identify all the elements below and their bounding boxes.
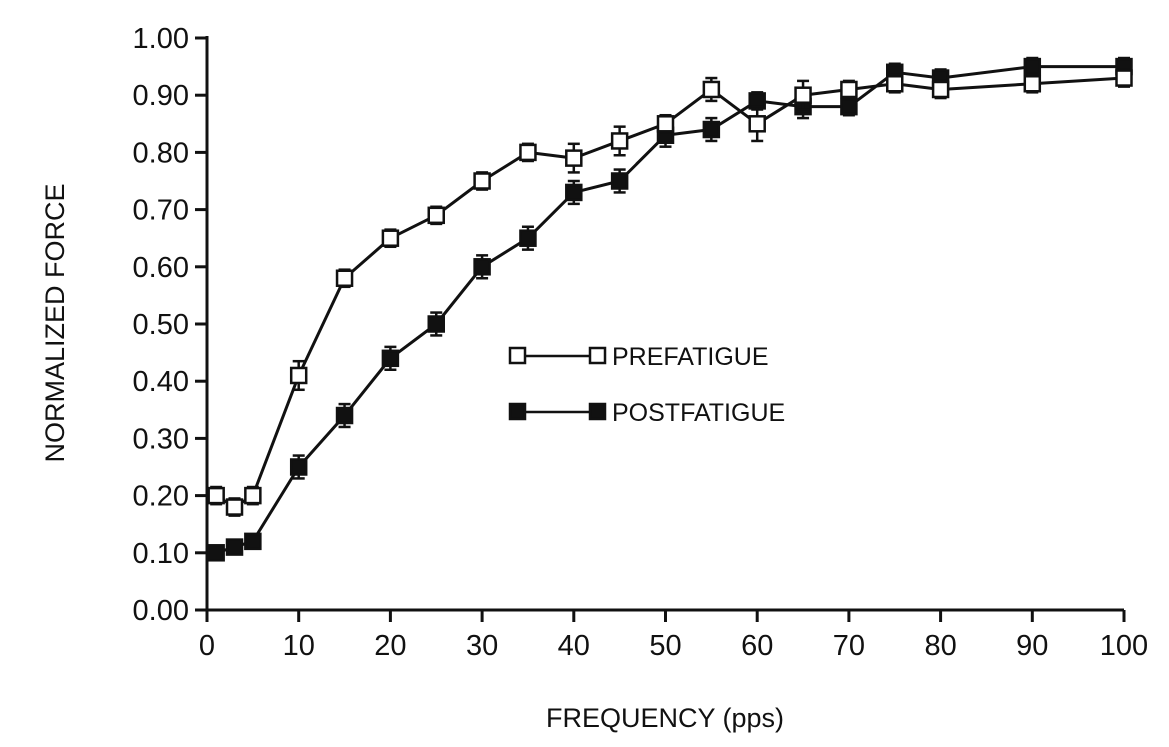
legend: PREFATIGUE POSTFATIGUE — [508, 343, 785, 427]
open-square-marker — [335, 269, 354, 287]
open-square-marker — [702, 80, 721, 99]
x-tick-label: 10 — [283, 630, 315, 662]
open-square-marker — [225, 498, 244, 516]
filled-square-marker — [244, 532, 262, 551]
filled-square-marker — [207, 544, 225, 562]
open-square-marker — [519, 143, 537, 162]
filled-square-marker — [840, 97, 858, 116]
open-square-marker — [289, 366, 308, 385]
y-tick-label: 0.40 — [133, 366, 189, 398]
legend-marker — [588, 402, 607, 421]
open-square-marker — [381, 229, 400, 247]
y-tick-label: 0.60 — [133, 252, 189, 284]
legend-marker — [588, 346, 607, 365]
y-tick-label: 0.10 — [133, 538, 189, 570]
x-tick-label: 50 — [649, 630, 681, 662]
x-tick-label: 30 — [466, 630, 498, 662]
open-square-marker — [1023, 75, 1042, 93]
filled-square-marker — [381, 349, 400, 368]
axes: 0.00 0.10 0.20 0.30 0.40 0.50 0.60 0.70 0.80 0.90… — [133, 23, 1149, 662]
open-square-marker — [794, 86, 812, 104]
y-tick-label: 1.00 — [133, 23, 189, 55]
filled-square-marker — [289, 458, 308, 476]
y-tick-label: 0.70 — [133, 195, 189, 227]
y-axis-title: NORMALIZED FORCE — [40, 183, 70, 462]
filled-square-marker — [610, 172, 629, 190]
open-square-marker — [886, 75, 904, 93]
y-tick-label: 0.90 — [133, 80, 189, 112]
x-tick-label: 0 — [199, 630, 215, 662]
legend-marker — [508, 402, 527, 421]
x-tick-label: 20 — [374, 630, 406, 662]
legend-label: POSTFATIGUE — [612, 399, 785, 427]
open-square-marker — [207, 486, 225, 505]
open-square-marker — [748, 115, 766, 133]
y-tick-label: 0.20 — [133, 481, 189, 513]
legend-marker — [508, 346, 527, 365]
legend-label: PREFATIGUE — [612, 343, 769, 371]
y-tick-label: 0.00 — [133, 595, 189, 627]
filled-square-marker — [1023, 57, 1042, 76]
open-square-marker — [656, 115, 675, 133]
open-square-marker — [427, 206, 445, 225]
y-tick-label: 0.80 — [133, 137, 189, 169]
filled-square-marker — [335, 406, 354, 425]
y-tick-label: 0.50 — [133, 309, 189, 341]
filled-square-marker — [225, 538, 244, 556]
open-square-marker — [610, 132, 629, 150]
x-tick-label: 90 — [1016, 630, 1048, 662]
x-axis-title: FREQUENCY (pps) — [546, 703, 784, 733]
open-square-marker — [244, 486, 262, 505]
legend-item-prefatigue: PREFATIGUE — [508, 343, 769, 371]
series-prefatigue — [207, 68, 1133, 517]
filled-square-marker — [702, 120, 721, 139]
series-layer — [207, 56, 1133, 562]
open-square-marker — [473, 172, 491, 190]
x-tick-label: 40 — [558, 630, 590, 662]
open-square-marker — [565, 149, 583, 167]
filled-square-marker — [565, 183, 583, 202]
x-tick-label: 100 — [1100, 630, 1148, 662]
filled-square-marker — [427, 315, 445, 333]
open-square-marker — [931, 80, 950, 99]
x-tick-label: 80 — [924, 630, 956, 662]
x-tick-label: 70 — [833, 630, 865, 662]
y-tick-label: 0.30 — [133, 423, 189, 455]
open-square-marker — [1115, 69, 1133, 87]
filled-square-marker — [519, 229, 537, 247]
legend-item-postfatigue: POSTFATIGUE — [508, 399, 785, 427]
open-square-marker — [840, 80, 858, 99]
x-tick-label: 60 — [741, 630, 773, 662]
filled-square-marker — [473, 258, 491, 276]
